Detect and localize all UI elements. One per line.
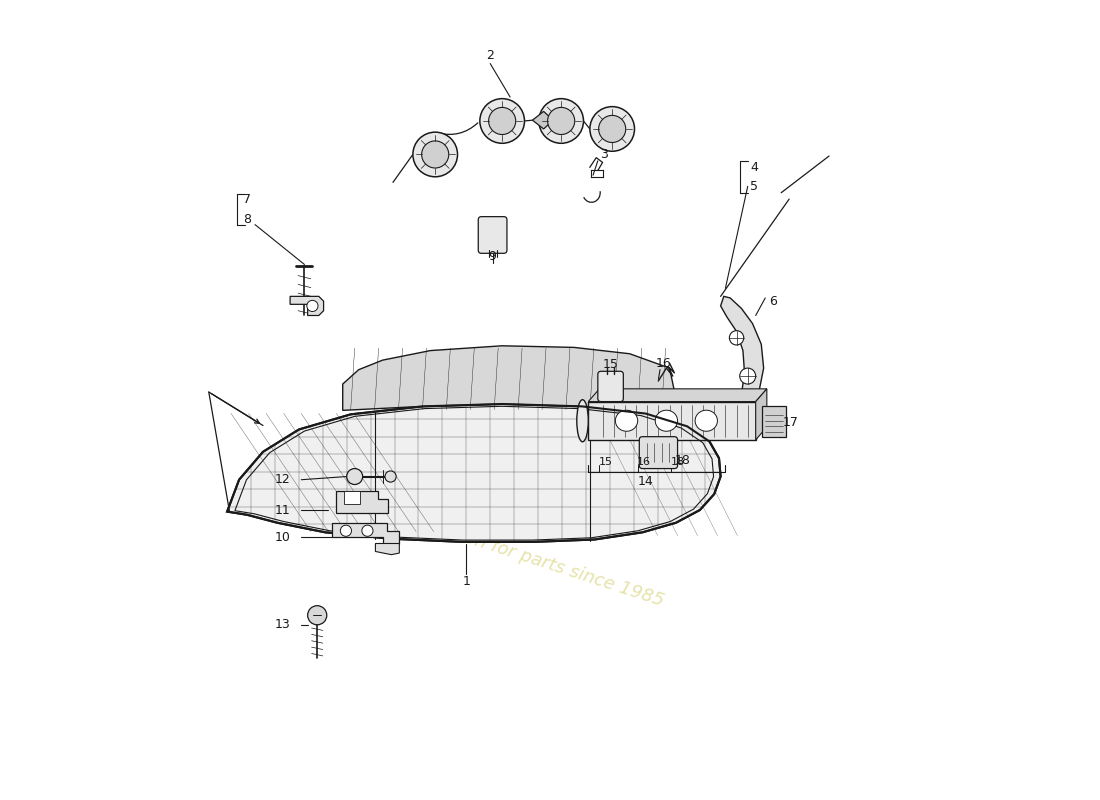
Circle shape — [412, 132, 458, 177]
Text: 11: 11 — [274, 503, 290, 517]
Polygon shape — [756, 389, 767, 440]
Polygon shape — [720, 296, 763, 426]
Circle shape — [362, 525, 373, 536]
Text: euro: euro — [295, 406, 609, 522]
Polygon shape — [588, 389, 767, 402]
Text: 18: 18 — [671, 457, 684, 467]
Text: 8: 8 — [243, 214, 251, 226]
FancyBboxPatch shape — [639, 437, 678, 469]
Text: 6: 6 — [769, 294, 778, 308]
Circle shape — [385, 471, 396, 482]
Circle shape — [421, 141, 449, 168]
Polygon shape — [227, 404, 721, 542]
Text: 3: 3 — [601, 148, 608, 161]
Text: 4: 4 — [750, 161, 758, 174]
Ellipse shape — [615, 410, 638, 431]
Polygon shape — [343, 346, 682, 426]
Text: 17: 17 — [783, 416, 799, 429]
Circle shape — [590, 106, 635, 151]
Text: 2: 2 — [486, 49, 494, 62]
Ellipse shape — [695, 410, 717, 431]
Polygon shape — [588, 402, 756, 440]
Polygon shape — [762, 406, 786, 437]
Circle shape — [346, 469, 363, 485]
Polygon shape — [290, 296, 323, 315]
FancyBboxPatch shape — [597, 371, 624, 402]
Polygon shape — [331, 522, 399, 543]
Circle shape — [598, 115, 626, 142]
Circle shape — [739, 368, 756, 384]
Text: 13: 13 — [274, 618, 290, 631]
Circle shape — [307, 300, 318, 311]
Polygon shape — [375, 543, 399, 554]
FancyBboxPatch shape — [478, 217, 507, 254]
Ellipse shape — [576, 400, 588, 442]
Text: a passion for parts since 1985: a passion for parts since 1985 — [402, 509, 667, 610]
Text: 12: 12 — [274, 474, 290, 486]
Ellipse shape — [656, 410, 678, 431]
Polygon shape — [532, 111, 553, 129]
Text: 14: 14 — [638, 475, 653, 488]
Text: 7: 7 — [243, 193, 251, 206]
Circle shape — [488, 107, 516, 134]
Circle shape — [308, 606, 327, 625]
Text: 15: 15 — [598, 457, 613, 467]
Text: 10: 10 — [274, 530, 290, 544]
PathPatch shape — [227, 404, 721, 542]
Circle shape — [548, 107, 574, 134]
Circle shape — [340, 525, 352, 536]
Text: 15: 15 — [603, 358, 618, 371]
Polygon shape — [344, 491, 361, 504]
Circle shape — [539, 98, 583, 143]
Polygon shape — [337, 491, 388, 514]
Circle shape — [480, 98, 525, 143]
Text: 9: 9 — [488, 250, 496, 263]
Circle shape — [729, 330, 744, 345]
Text: 16: 16 — [656, 357, 671, 370]
Text: 1: 1 — [462, 575, 470, 588]
Text: 18: 18 — [674, 454, 691, 467]
Text: 16: 16 — [637, 457, 651, 467]
Text: 5: 5 — [750, 180, 758, 193]
